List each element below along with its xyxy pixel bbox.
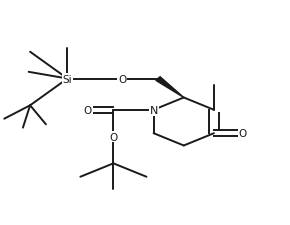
Text: O: O (118, 74, 126, 84)
Text: N: N (149, 105, 158, 115)
Text: O: O (239, 129, 247, 139)
Polygon shape (156, 77, 184, 98)
Text: Si: Si (63, 74, 72, 84)
Text: O: O (84, 105, 92, 115)
Text: O: O (109, 132, 117, 142)
Text: Si: Si (63, 74, 72, 84)
